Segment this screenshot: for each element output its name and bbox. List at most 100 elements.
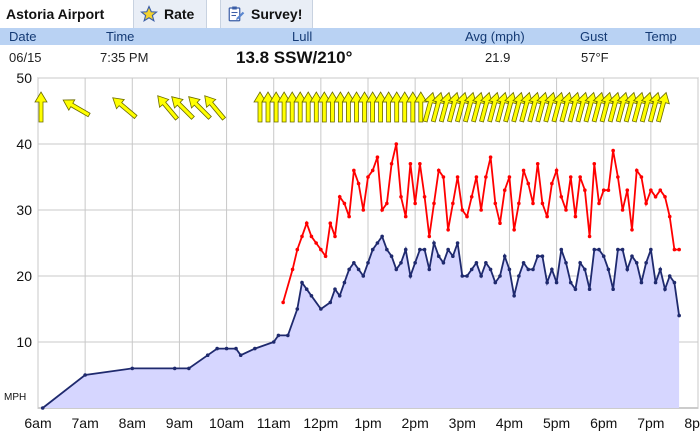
x-tick-label: 11am <box>257 415 291 431</box>
avg-line-point <box>205 353 210 358</box>
avg-line-point <box>535 254 540 258</box>
avg-line-point <box>531 267 535 272</box>
avg-line-point <box>526 267 531 272</box>
header-gust: Gust <box>580 29 608 44</box>
avg-line-point <box>663 287 667 291</box>
y-tick-label: 50 <box>16 70 32 86</box>
gust-line-point <box>370 168 375 173</box>
avg-line-point <box>554 280 559 285</box>
avg-line-point <box>620 247 625 252</box>
x-tick-label: 6pm <box>590 415 617 431</box>
avg-line-point <box>286 333 290 338</box>
gust-line-point <box>403 214 408 219</box>
avg-line-point <box>658 267 663 272</box>
gust-line-point <box>441 175 446 179</box>
gust-line-point <box>578 175 582 179</box>
gust-line-point <box>517 201 521 206</box>
avg-line-point <box>130 366 135 371</box>
avg-line-point <box>465 274 469 278</box>
avg-line-point <box>616 247 620 252</box>
gust-line-point <box>347 214 351 219</box>
gust-line-point <box>573 214 578 219</box>
avg-line-point <box>653 280 658 285</box>
avg-line-point <box>493 280 498 285</box>
x-tick-label: 10am <box>209 415 244 431</box>
gust-line-point <box>455 175 460 179</box>
survey-tab[interactable]: Survey! <box>220 0 314 28</box>
gust-line-point <box>559 195 564 199</box>
gust-line-point <box>399 195 403 199</box>
gust-line-point <box>521 168 526 173</box>
gust-line-point <box>323 254 328 258</box>
rate-label: Rate <box>164 6 195 22</box>
avg-line-point <box>455 241 460 245</box>
gust-line-point <box>634 168 639 173</box>
conditions-header: Date Time Lull Avg (mph) Gust Temp <box>0 28 700 45</box>
gust-line-point <box>545 214 549 219</box>
location-name: Astoria Airport <box>6 6 105 22</box>
avg-line-point <box>366 261 370 265</box>
gust-line-point <box>550 181 554 186</box>
gust-line-point <box>526 181 531 186</box>
gust-line-point <box>295 247 300 252</box>
avg-line-point <box>451 254 455 258</box>
avg-line-point <box>488 267 493 272</box>
avg-line <box>42 234 680 409</box>
avg-line-point <box>361 274 366 278</box>
avg-area <box>42 236 680 408</box>
arrow-shape <box>62 99 91 118</box>
avg-line-point <box>611 287 615 291</box>
avg-line-point <box>309 294 314 298</box>
x-tick-label: 3pm <box>449 415 476 431</box>
avg-line-point <box>460 274 465 278</box>
gust-line-point <box>568 175 573 179</box>
avg-line-point <box>502 254 507 258</box>
avg-line-point <box>408 274 413 278</box>
avg-line-point <box>521 261 526 265</box>
avg-line-point <box>634 261 639 265</box>
y-tick-label: 30 <box>16 202 32 218</box>
avg-line-point <box>498 274 502 278</box>
gust-line-point <box>375 155 380 159</box>
gust-line-point <box>611 148 615 153</box>
gust-line-point <box>352 168 356 173</box>
star-icon <box>140 5 158 22</box>
avg-line-point <box>422 247 427 252</box>
gust-line-point <box>502 188 507 192</box>
gust-line-point <box>319 247 323 252</box>
gust-line-point <box>413 201 417 206</box>
avg-line-point <box>559 247 564 252</box>
gust-line <box>282 143 680 303</box>
gust-line-point <box>597 201 601 206</box>
current-time: 7:35 PM <box>100 50 149 65</box>
avg-line-point <box>639 280 644 285</box>
wind-direction-arrow <box>188 96 212 120</box>
wind-direction-arrow <box>204 95 227 121</box>
avg-line-point <box>512 294 516 298</box>
gust-line-point <box>469 195 474 199</box>
wind-direction-arrow <box>655 91 670 123</box>
avg-line-point <box>540 254 545 258</box>
avg-line-point <box>375 241 380 245</box>
gust-line-point <box>583 188 587 192</box>
gust-line-point <box>366 175 370 179</box>
gust-line-point <box>493 201 498 206</box>
current-gust: 57°F <box>581 50 609 65</box>
gust-line-point <box>625 188 630 192</box>
x-tick-label: 2pm <box>402 415 429 431</box>
avg-line-point <box>380 234 384 239</box>
avg-line-point <box>319 307 323 311</box>
avg-line-point <box>399 261 403 265</box>
avg-line-point <box>394 267 399 272</box>
avg-line-point <box>271 340 276 344</box>
avg-line-point <box>474 261 479 265</box>
location-tab[interactable]: Astoria Airport <box>0 0 104 28</box>
survey-label: Survey! <box>251 6 303 22</box>
avg-line-point <box>469 267 474 272</box>
rate-tab[interactable]: Rate <box>133 0 208 28</box>
gust-line-point <box>630 228 634 232</box>
x-tick-label: 1pm <box>354 415 381 431</box>
gust-line-point <box>309 234 314 239</box>
avg-line-point <box>479 274 483 278</box>
avg-line-point <box>276 333 281 338</box>
